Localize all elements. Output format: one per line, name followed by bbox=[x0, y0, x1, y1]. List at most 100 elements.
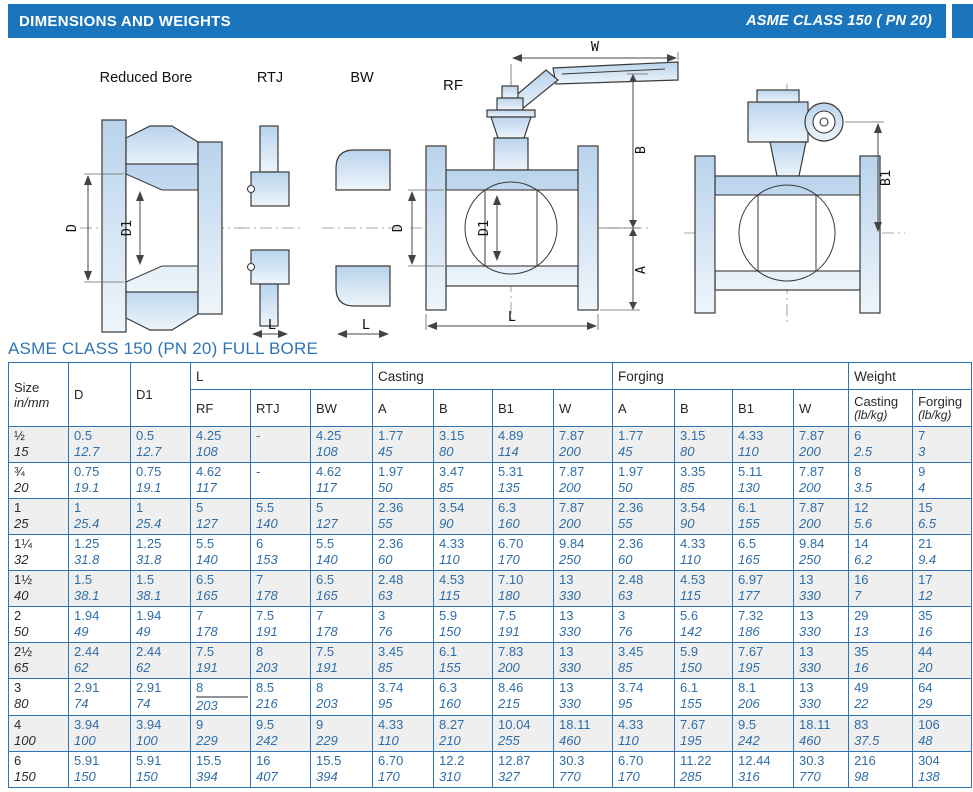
value-cell: 21 9.4 bbox=[912, 534, 973, 571]
page-banner: DIMENSIONS AND WEIGHTS ASME CLASS 150 ( … bbox=[8, 4, 973, 38]
value-cell: 7 178 bbox=[190, 606, 251, 643]
rf-valve-drawing: RF W B A bbox=[390, 39, 679, 330]
value-cell: 1 25.4 bbox=[68, 498, 131, 535]
value-cell: 13 330 bbox=[793, 678, 850, 716]
bw-label: BW bbox=[350, 70, 374, 86]
value-cell: 4.33 110 bbox=[433, 534, 493, 571]
value-cell: 8 3.5 bbox=[848, 462, 914, 499]
value-cell: 6.1 155 bbox=[674, 678, 734, 716]
value-cell: 5.91 150 bbox=[68, 751, 131, 788]
value-cell: 7.87 200 bbox=[793, 426, 850, 463]
value-cell: 4.33 110 bbox=[732, 426, 795, 463]
size-cell: ½ 15 bbox=[8, 426, 69, 463]
col-header-forging-b: B bbox=[674, 389, 734, 427]
value-cell: 0.5 12.7 bbox=[130, 426, 191, 463]
value-cell: 2.48 63 bbox=[612, 570, 676, 607]
value-cell: 3.74 95 bbox=[372, 678, 434, 716]
rtj-label: RTJ bbox=[257, 70, 283, 86]
reduced-bore-label: Reduced Bore bbox=[100, 70, 193, 86]
value-cell: 4.25 108 bbox=[310, 426, 373, 463]
value-cell: 35 16 bbox=[848, 642, 914, 679]
col-header-casting-b: B bbox=[433, 389, 493, 427]
value-cell: - bbox=[250, 426, 311, 463]
value-cell: 7.83 200 bbox=[492, 642, 554, 679]
value-cell: 8.5 216 bbox=[250, 678, 311, 716]
dim-label-a: A bbox=[633, 266, 649, 274]
table-row: 4 100 3.94 100 3.94 100 9 229 9.5 242 9 229 4.33 110 8… bbox=[8, 715, 973, 752]
value-cell: 304 138 bbox=[912, 751, 973, 788]
value-cell: 1.25 31.8 bbox=[68, 534, 131, 571]
value-cell: 1.94 49 bbox=[130, 606, 191, 643]
value-cell: 5.5 140 bbox=[250, 498, 311, 535]
value-cell: 44 20 bbox=[912, 642, 973, 679]
value-cell: 7 178 bbox=[250, 570, 311, 607]
value-cell: 8.46 215 bbox=[492, 678, 554, 716]
size-cell: 2 50 bbox=[8, 606, 69, 643]
col-header-casting-a: A bbox=[372, 389, 434, 427]
dim-label-w: W bbox=[591, 39, 600, 55]
value-cell: 18.11 460 bbox=[793, 715, 850, 752]
table-row: 1 25 1 25.4 1 25.4 5 127 5.5 140 5 127 2.36 55 3.54 90 6… bbox=[8, 498, 973, 535]
value-cell: 16 7 bbox=[848, 570, 914, 607]
value-cell: 5.9 150 bbox=[674, 642, 734, 679]
size-cell: 1½ 40 bbox=[8, 570, 69, 607]
dim-label-d-rf: D bbox=[390, 224, 406, 232]
value-cell: 30.3 770 bbox=[552, 751, 614, 788]
value-cell: 9 229 bbox=[310, 715, 373, 752]
dim-label-d1-rf: D1 bbox=[476, 220, 492, 236]
value-cell: 6.70 170 bbox=[612, 751, 676, 788]
col-header-weight-casting: Casting (lb/kg) bbox=[848, 389, 914, 427]
col-header-d1: D1 bbox=[130, 362, 191, 427]
size-cell: 4 100 bbox=[8, 715, 69, 752]
value-cell: 4.33 110 bbox=[372, 715, 434, 752]
value-cell: 2.91 74 bbox=[130, 678, 191, 716]
table-row: 1¼ 32 1.25 31.8 1.25 31.8 5.5 140 6 153 5.5 140 2.36… bbox=[8, 534, 973, 571]
value-cell: 2.44 62 bbox=[68, 642, 131, 679]
value-cell: 4.53 115 bbox=[674, 570, 734, 607]
value-cell: 4.25 108 bbox=[190, 426, 251, 463]
size-cell: 1 25 bbox=[8, 498, 69, 535]
value-cell: 83 37.5 bbox=[848, 715, 914, 752]
value-cell: 2.36 60 bbox=[372, 534, 434, 571]
value-cell: 6 2.5 bbox=[848, 426, 914, 463]
value-cell: 9.84 250 bbox=[552, 534, 614, 571]
value-cell: 15.5 394 bbox=[310, 751, 373, 788]
value-cell: 7.5 191 bbox=[492, 606, 554, 643]
value-cell: 8 203 bbox=[250, 642, 311, 679]
value-cell: 7.5 191 bbox=[190, 642, 251, 679]
col-header-weight-forging: Forging (lb/kg) bbox=[912, 389, 973, 427]
value-cell: 9.5 242 bbox=[732, 715, 795, 752]
value-cell: 4.33 110 bbox=[674, 534, 734, 571]
value-cell: 13 330 bbox=[552, 678, 614, 716]
value-cell: 6.70 170 bbox=[492, 534, 554, 571]
value-cell: 3 76 bbox=[612, 606, 676, 643]
value-cell: 1.5 38.1 bbox=[68, 570, 131, 607]
value-cell: 1 25.4 bbox=[130, 498, 191, 535]
value-cell: 6.97 177 bbox=[732, 570, 795, 607]
value-cell: 5.6 142 bbox=[674, 606, 734, 643]
value-cell: 7.87 200 bbox=[793, 462, 850, 499]
section-title: ASME CLASS 150 (PN 20) FULL BORE bbox=[8, 339, 318, 358]
value-cell: 3.54 90 bbox=[433, 498, 493, 535]
value-cell: 11.22 285 bbox=[674, 751, 734, 788]
col-header-bw: BW bbox=[310, 389, 373, 427]
dim-label-l-rf: L bbox=[508, 309, 516, 325]
value-cell: 2.44 62 bbox=[130, 642, 191, 679]
value-cell: 5.91 150 bbox=[130, 751, 191, 788]
value-cell: 9.5 242 bbox=[250, 715, 311, 752]
value-cell: 3.74 95 bbox=[612, 678, 676, 716]
col-group-forging: Forging bbox=[612, 362, 850, 390]
value-cell: 106 48 bbox=[912, 715, 973, 752]
value-cell: 216 98 bbox=[848, 751, 914, 788]
value-cell: 1.97 50 bbox=[372, 462, 434, 499]
col-group-l: L bbox=[190, 362, 373, 390]
table-row: 3 80 2.91 74 2.91 74 8 203 8.5 216 8 203 3.74 95 6.3 16… bbox=[8, 678, 973, 716]
value-cell: 13 330 bbox=[552, 642, 614, 679]
value-cell: 1.5 38.1 bbox=[130, 570, 191, 607]
value-cell: 7.5 191 bbox=[310, 642, 373, 679]
value-cell: 5.5 140 bbox=[190, 534, 251, 571]
value-cell: 64 29 bbox=[912, 678, 973, 716]
value-cell: 8 203 bbox=[190, 678, 251, 716]
